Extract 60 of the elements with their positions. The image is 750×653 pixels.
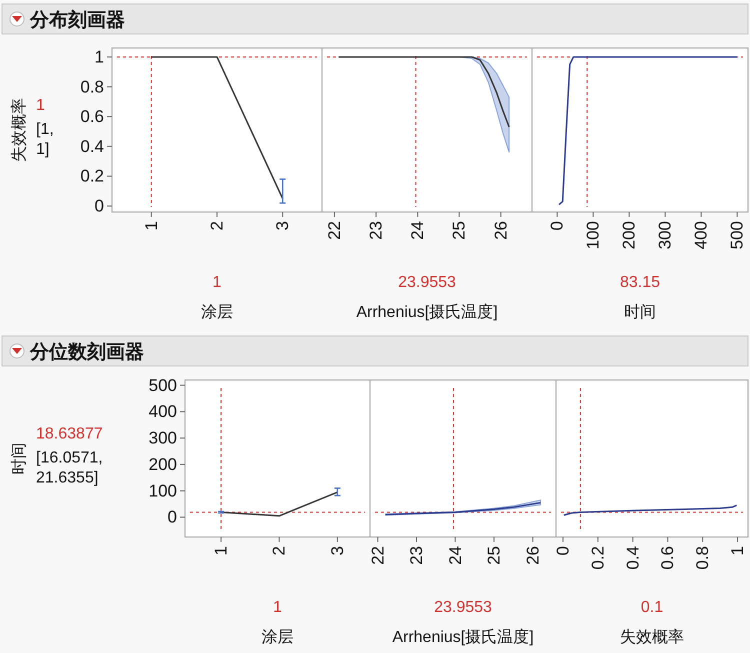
x-tick-label: 0	[548, 221, 567, 230]
x-axis-title: 时间	[624, 303, 656, 321]
y-tick-label: 0	[168, 508, 177, 527]
ref-line-label: 23.9553	[434, 599, 492, 616]
ref-line-label: 18.63877	[36, 426, 103, 442]
x-tick-label: 1	[212, 546, 231, 556]
ref-line-label: 23.9553	[398, 274, 456, 291]
x-tick-label: 0.4	[623, 546, 642, 570]
y-tick-label: 500	[148, 376, 177, 395]
x-tick-label: 0.6	[658, 546, 678, 570]
x-tick-label: 23	[366, 221, 386, 240]
x-axis-title: 失效概率	[620, 628, 684, 646]
x-tick-label: 25	[450, 221, 469, 240]
x-tick-label: 3	[328, 546, 347, 556]
x-tick-label: 26	[491, 221, 510, 240]
x-tick-label: 100	[584, 221, 603, 250]
x-tick-label: 26	[523, 546, 542, 565]
x-tick-label: 25	[484, 546, 504, 565]
y-tick-label: 0.8	[80, 77, 104, 96]
y-tick-label: 300	[148, 428, 177, 448]
x-tick-label: 0.2	[588, 546, 608, 570]
ref-line-label: 1	[36, 97, 45, 114]
x-tick-label: 2	[270, 546, 289, 556]
y-tick-label: 0.6	[80, 107, 104, 126]
ref-line-label: 1	[212, 274, 222, 291]
text: [16.0571, 21.6355]	[36, 450, 103, 486]
x-tick-label: 0	[553, 546, 572, 556]
chart-title: 分布刻画器	[29, 9, 125, 31]
chart-title: 分位数刻画器	[29, 341, 144, 363]
x-axis-title: 涂层	[201, 304, 233, 321]
x-tick-label: 24	[446, 546, 465, 565]
y-axis-title: 时间	[10, 442, 28, 474]
x-tick-label: 1	[142, 221, 161, 230]
x-tick-label: 300	[656, 221, 675, 250]
y-tick-label: 0	[94, 196, 104, 216]
text: [1, 1]	[36, 121, 54, 158]
x-tick-label: 500	[728, 221, 747, 250]
ref-line-label: 83.15	[620, 274, 660, 291]
x-tick-label: 400	[692, 221, 711, 250]
x-tick-label: 24	[408, 221, 428, 240]
x-tick-label: 1	[728, 546, 748, 556]
x-tick-label: 0.8	[693, 546, 712, 570]
y-tick-label: 1	[94, 47, 104, 66]
x-tick-label: 200	[620, 221, 639, 250]
x-tick-label: 2	[208, 221, 226, 230]
ref-line-label: 1	[273, 599, 282, 616]
y-axis-title: 失效概率	[10, 98, 28, 162]
y-tick-label: 0.2	[80, 166, 104, 186]
y-tick-label: 400	[148, 402, 177, 422]
x-axis-title: 涂层	[262, 629, 294, 646]
x-axis-title: Arrhenius[摄氏温度]	[392, 628, 534, 646]
x-tick-label: 23	[407, 546, 426, 565]
y-tick-label: 0.4	[80, 136, 104, 156]
x-axis-title: Arrhenius[摄氏温度]	[356, 303, 498, 321]
y-tick-label: 200	[148, 454, 177, 474]
x-tick-label: 3	[273, 221, 292, 230]
ref-line-label: 0.1	[640, 599, 664, 616]
x-tick-label: 22	[324, 221, 344, 240]
y-tick-label: 100	[148, 481, 177, 500]
x-tick-label: 22	[368, 546, 388, 565]
